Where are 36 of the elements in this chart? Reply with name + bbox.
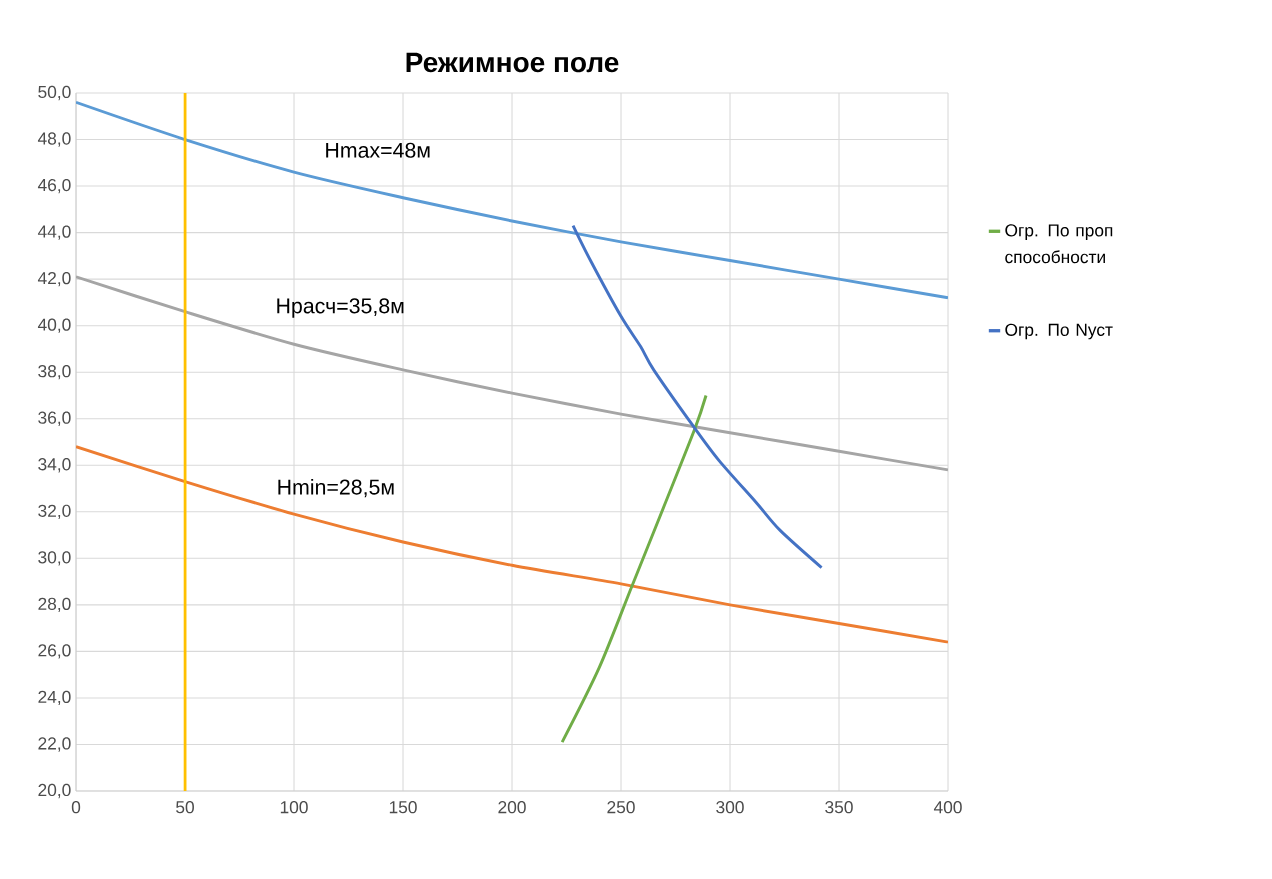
y-tick-label: 40,0 — [37, 318, 71, 333]
x-tick-label: 400 — [933, 801, 962, 814]
x-tick-label: 250 — [607, 801, 635, 814]
line-series — [76, 445, 949, 644]
y-tick-label: 30,0 — [38, 551, 71, 566]
y-tick-label: 32,0 — [38, 504, 71, 519]
y-tick-label: 36,0 — [38, 411, 71, 426]
y-tick-label: 46,0 — [37, 178, 71, 194]
y-tick-label: 24,0 — [38, 690, 71, 706]
x-tick-label: 50 — [176, 801, 194, 814]
x-tick-label: 300 — [716, 801, 744, 814]
line-series — [560, 394, 708, 744]
legend-label: Огр. По проп способности — [1005, 224, 1113, 264]
y-tick-label: 34,0 — [38, 458, 71, 473]
x-tick-label: 150 — [389, 801, 417, 814]
line-series — [76, 275, 949, 472]
y-tick-label: 50,0 — [38, 85, 71, 101]
annotation: Hmax=48м — [326, 142, 430, 158]
y-tick-label: 42,0 — [37, 271, 71, 287]
y-tick-label: 28,0 — [38, 597, 71, 613]
x-tick-label: 350 — [825, 801, 853, 814]
annotation: Hmin=28,5м — [278, 478, 394, 498]
y-tick-label: 48,0 — [37, 132, 71, 147]
line-series — [76, 100, 949, 300]
y-tick-label: 38,0 — [38, 365, 71, 380]
x-tick-label: 200 — [498, 801, 526, 814]
y-tick-label: 26,0 — [38, 644, 71, 659]
y-tick-label: 20,0 — [38, 783, 71, 799]
annotation: Hрасч=35,8м — [277, 298, 404, 318]
x-tick-label: 0 — [71, 801, 81, 814]
y-tick-label: 44,0 — [37, 225, 71, 240]
x-tick-label: 100 — [280, 801, 308, 814]
line-series — [571, 224, 824, 570]
y-tick-label: 22,0 — [38, 737, 71, 752]
chart-title: Режимное поле — [406, 52, 619, 73]
legend-label: Огр. По Nуст — [1005, 323, 1113, 340]
